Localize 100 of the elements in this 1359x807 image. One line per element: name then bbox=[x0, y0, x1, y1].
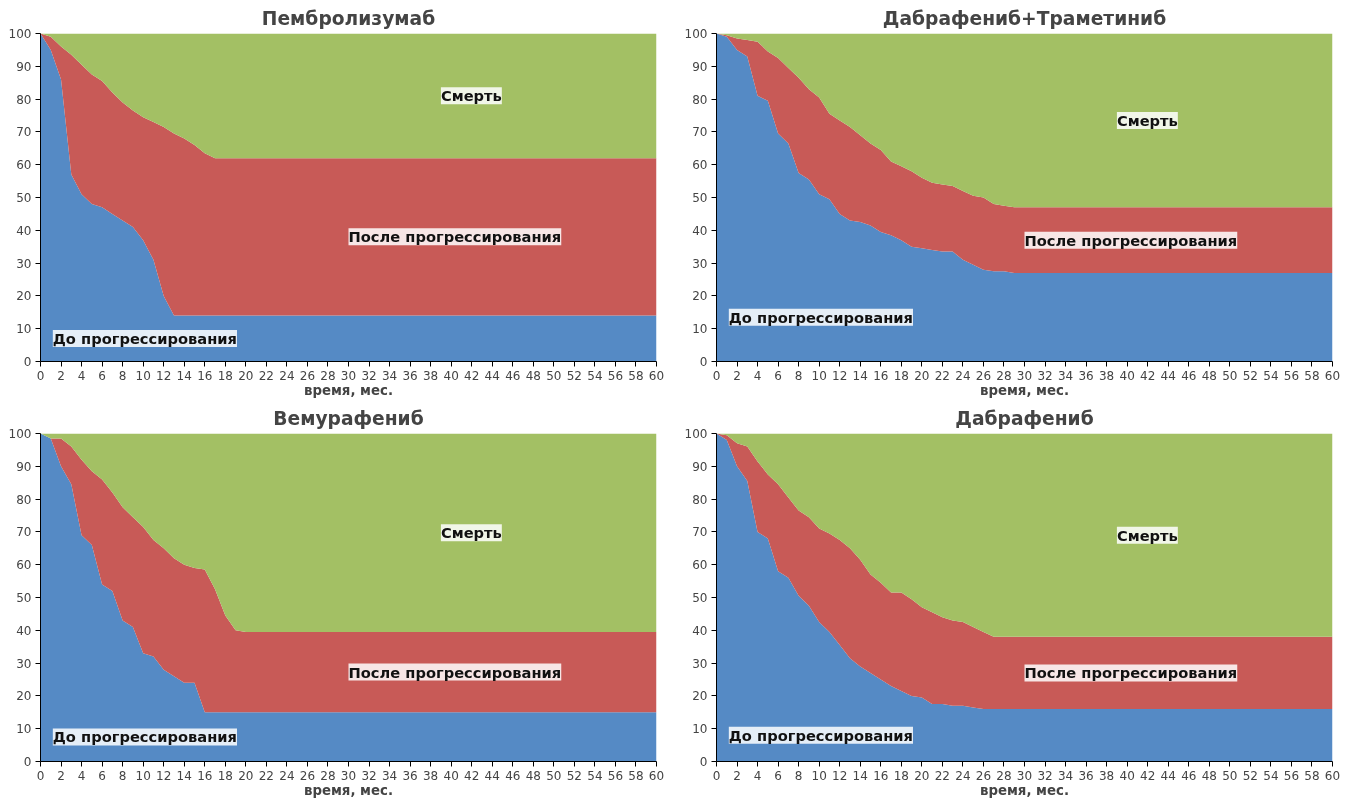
x-tick-label: 28 bbox=[320, 368, 336, 383]
x-tick-label: 34 bbox=[1057, 368, 1074, 383]
series-label: До прогрессирования bbox=[728, 308, 914, 326]
x-tick-label: 10 bbox=[811, 768, 827, 783]
x-tick-label: 6 bbox=[98, 368, 106, 383]
x-tick-label: 56 bbox=[607, 768, 624, 783]
x-tick-label: 58 bbox=[628, 768, 644, 783]
y-tick-label: 60 bbox=[16, 158, 32, 173]
series-label: После прогрессирования bbox=[348, 663, 562, 681]
x-tick-label: 34 bbox=[1057, 768, 1074, 783]
x-tick-label: 24 bbox=[279, 368, 295, 383]
x-tick-label: 36 bbox=[402, 368, 418, 383]
y-tick-label: 60 bbox=[16, 558, 32, 573]
y-tick-label: 100 bbox=[8, 27, 32, 41]
series-label: После прогрессирования bbox=[348, 228, 562, 246]
x-tick-label: 36 bbox=[402, 768, 418, 783]
x-tick-label: 42 bbox=[464, 368, 480, 383]
x-tick-label: 28 bbox=[996, 368, 1012, 383]
chart-title: Дабрафениб bbox=[955, 407, 1094, 429]
x-axis-title: время, мес. bbox=[979, 382, 1070, 398]
x-tick-label: 18 bbox=[217, 768, 233, 783]
x-tick-label: 4 bbox=[77, 368, 86, 383]
x-tick-label: 12 bbox=[156, 368, 172, 383]
x-tick-label: 48 bbox=[525, 768, 541, 783]
x-axis-title: время, мес. bbox=[303, 382, 394, 398]
x-tick-label: 52 bbox=[1242, 768, 1259, 783]
x-tick-label: 30 bbox=[1016, 768, 1033, 783]
y-tick-label: 70 bbox=[692, 125, 708, 140]
x-tick-label: 22 bbox=[258, 768, 275, 783]
series-label: До прогрессирования bbox=[52, 728, 238, 746]
x-tick-label: 60 bbox=[1324, 368, 1341, 383]
x-tick-label: 46 bbox=[1181, 368, 1197, 383]
y-tick-label: 70 bbox=[16, 525, 32, 540]
x-tick-label: 14 bbox=[176, 768, 192, 783]
x-tick-label: 10 bbox=[811, 368, 827, 383]
x-tick-label: 30 bbox=[340, 368, 357, 383]
x-tick-label: 0 bbox=[36, 768, 45, 783]
x-tick-label: 40 bbox=[443, 768, 459, 783]
y-tick-label: 0 bbox=[699, 755, 708, 769]
x-tick-label: 2 bbox=[57, 768, 65, 783]
x-tick-label: 10 bbox=[135, 768, 151, 783]
y-tick-label: 10 bbox=[692, 322, 708, 337]
y-tick-label: 0 bbox=[23, 355, 32, 369]
y-tick-label: 100 bbox=[8, 427, 32, 441]
x-tick-label: 46 bbox=[505, 768, 521, 783]
x-tick-label: 54 bbox=[587, 768, 603, 783]
x-axis-title: время, мес. bbox=[303, 782, 394, 798]
x-tick-label: 50 bbox=[1222, 768, 1238, 783]
x-tick-label: 48 bbox=[1201, 368, 1217, 383]
y-tick-label: 70 bbox=[16, 125, 32, 140]
x-tick-label: 8 bbox=[794, 768, 803, 783]
x-tick-label: 32 bbox=[361, 368, 377, 383]
x-tick-label: 44 bbox=[1160, 368, 1176, 383]
x-tick-label: 4 bbox=[753, 768, 762, 783]
y-tick-label: 90 bbox=[16, 59, 32, 74]
y-tick-label: 80 bbox=[16, 92, 32, 107]
x-tick-label: 8 bbox=[118, 368, 127, 383]
x-tick-label: 52 bbox=[566, 368, 583, 383]
x-tick-label: 38 bbox=[423, 368, 439, 383]
x-tick-label: 14 bbox=[176, 368, 192, 383]
y-tick-label: 30 bbox=[692, 256, 708, 271]
x-tick-label: 26 bbox=[299, 768, 316, 783]
x-tick-label: 22 bbox=[934, 768, 951, 783]
y-tick-label: 0 bbox=[23, 755, 32, 769]
x-tick-label: 20 bbox=[238, 768, 254, 783]
x-tick-label: 56 bbox=[607, 368, 624, 383]
x-tick-label: 60 bbox=[648, 768, 665, 783]
x-tick-label: 36 bbox=[1078, 368, 1094, 383]
x-tick-label: 52 bbox=[1242, 368, 1259, 383]
x-tick-label: 46 bbox=[1181, 768, 1197, 783]
x-tick-label: 32 bbox=[361, 768, 377, 783]
y-tick-label: 20 bbox=[16, 289, 32, 304]
series-label: Смерть bbox=[440, 87, 502, 105]
x-tick-label: 18 bbox=[893, 368, 909, 383]
x-tick-label: 40 bbox=[443, 368, 459, 383]
y-tick-label: 60 bbox=[692, 558, 708, 573]
y-tick-label: 50 bbox=[16, 191, 32, 205]
x-tick-label: 24 bbox=[955, 768, 971, 783]
y-tick-label: 50 bbox=[692, 591, 708, 605]
y-tick-label: 80 bbox=[692, 92, 708, 107]
x-tick-label: 26 bbox=[299, 368, 316, 383]
series-label: После прогрессирования bbox=[1024, 231, 1238, 249]
x-tick-label: 40 bbox=[1119, 768, 1135, 783]
x-tick-label: 26 bbox=[975, 768, 992, 783]
y-tick-label: 40 bbox=[692, 223, 708, 238]
x-tick-label: 50 bbox=[546, 368, 562, 383]
x-tick-label: 60 bbox=[1324, 768, 1341, 783]
y-tick-label: 90 bbox=[16, 459, 32, 474]
x-tick-label: 16 bbox=[873, 768, 889, 783]
x-tick-label: 38 bbox=[1099, 368, 1115, 383]
x-tick-label: 30 bbox=[1016, 368, 1033, 383]
x-tick-label: 20 bbox=[238, 368, 254, 383]
y-tick-label: 50 bbox=[692, 191, 708, 205]
y-tick-label: 60 bbox=[692, 158, 708, 173]
x-tick-label: 54 bbox=[1263, 768, 1279, 783]
x-tick-label: 20 bbox=[914, 768, 930, 783]
x-tick-label: 34 bbox=[381, 368, 398, 383]
x-tick-label: 2 bbox=[57, 368, 65, 383]
y-tick-label: 20 bbox=[16, 689, 32, 704]
x-tick-label: 50 bbox=[1222, 368, 1238, 383]
